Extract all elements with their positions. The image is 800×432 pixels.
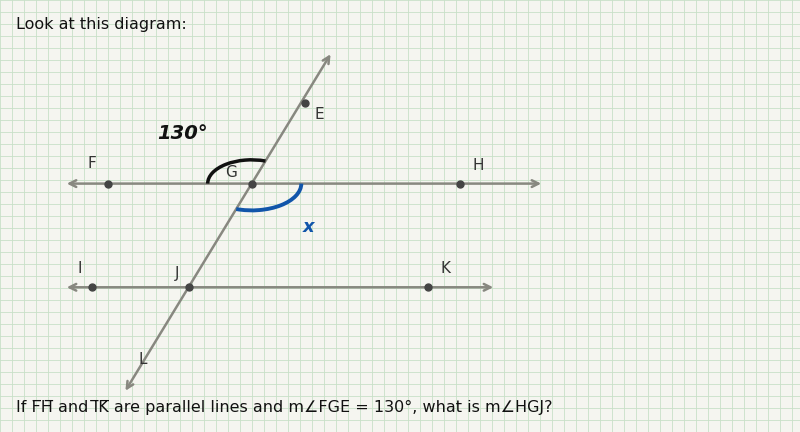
Text: H: H [472, 158, 483, 173]
Text: K: K [440, 261, 450, 276]
Text: 130°: 130° [158, 124, 208, 143]
Text: x: x [302, 218, 314, 236]
Text: G: G [226, 165, 238, 180]
Text: E: E [314, 108, 324, 122]
Text: Look at this diagram:: Look at this diagram: [16, 17, 186, 32]
Text: F: F [87, 156, 96, 171]
Text: I: I [78, 261, 82, 276]
Text: If F̅H̅ and I̅K̅ are parallel lines and m∠FGE = 130°, what is m∠HGJ?: If F̅H̅ and I̅K̅ are parallel lines and … [16, 400, 553, 415]
Text: J: J [174, 266, 179, 281]
Text: L: L [138, 352, 147, 367]
